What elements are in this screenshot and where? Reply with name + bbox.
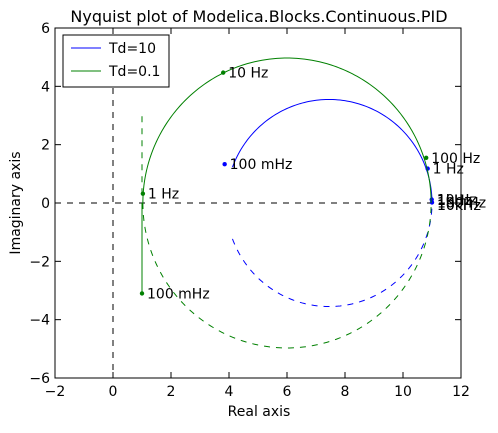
data-point: [139, 291, 145, 296]
point-label: 1 Hz: [148, 187, 179, 203]
x-tick-label: 6: [283, 384, 292, 400]
series-line-td01: [142, 57, 432, 204]
near-axis-label: 10kHz: [437, 198, 481, 214]
legend-box: [62, 34, 170, 88]
data-point: [429, 200, 435, 205]
point-label: 100 mHz: [230, 157, 293, 173]
y-tick-label: −4: [29, 313, 50, 329]
y-tick-label: 4: [41, 79, 50, 95]
y-axis-label: Imaginary axis: [8, 151, 24, 254]
y-tick-label: −2: [29, 254, 50, 270]
chart-title: Nyquist plot of Modelica.Blocks.Continuo…: [70, 7, 447, 26]
series-mirror-td01: [142, 202, 432, 349]
x-tick-label: 10: [394, 384, 412, 400]
point-label: 10 Hz: [437, 193, 477, 209]
legend: Td=10 Td=0.1: [62, 34, 170, 88]
x-tick-label: 12: [452, 384, 470, 400]
y-tick-label: −6: [29, 371, 50, 387]
x-tick-label: 4: [225, 384, 234, 400]
y-tick-label: 0: [41, 196, 50, 212]
data-point: [140, 191, 146, 196]
point-label: 100 Hz: [431, 151, 480, 167]
near-axis-label: 1kHz: [437, 193, 472, 209]
point-label: 100 mHz: [147, 286, 210, 302]
series-1: [139, 57, 432, 349]
legend-entry: Td=0.1: [108, 64, 160, 80]
y-tick-label: 2: [41, 138, 50, 154]
point-label: 10 Hz: [228, 66, 268, 82]
near-axis-label: 1kHz: [437, 193, 472, 209]
x-tick-label: −2: [45, 384, 66, 400]
point-label: 1 Hz: [433, 162, 464, 178]
x-tick-label: 0: [109, 384, 118, 400]
data-point: [424, 155, 429, 160]
y-tick-label: 6: [41, 21, 50, 37]
series-0: [222, 98, 435, 308]
point-label: 100 Hz: [437, 195, 486, 211]
x-axis-label: Real axis: [228, 404, 291, 420]
curves-group: [55, 28, 461, 378]
series-line-td10: [232, 98, 433, 204]
legend-entry: Td=10: [108, 41, 156, 57]
data-point: [221, 70, 226, 75]
series-mirror-td10: [232, 202, 433, 308]
x-tick-label: 8: [341, 384, 350, 400]
data-point: [222, 162, 227, 167]
x-tick-label: 2: [167, 384, 176, 400]
near-axis-label: 10kHz: [437, 198, 481, 214]
